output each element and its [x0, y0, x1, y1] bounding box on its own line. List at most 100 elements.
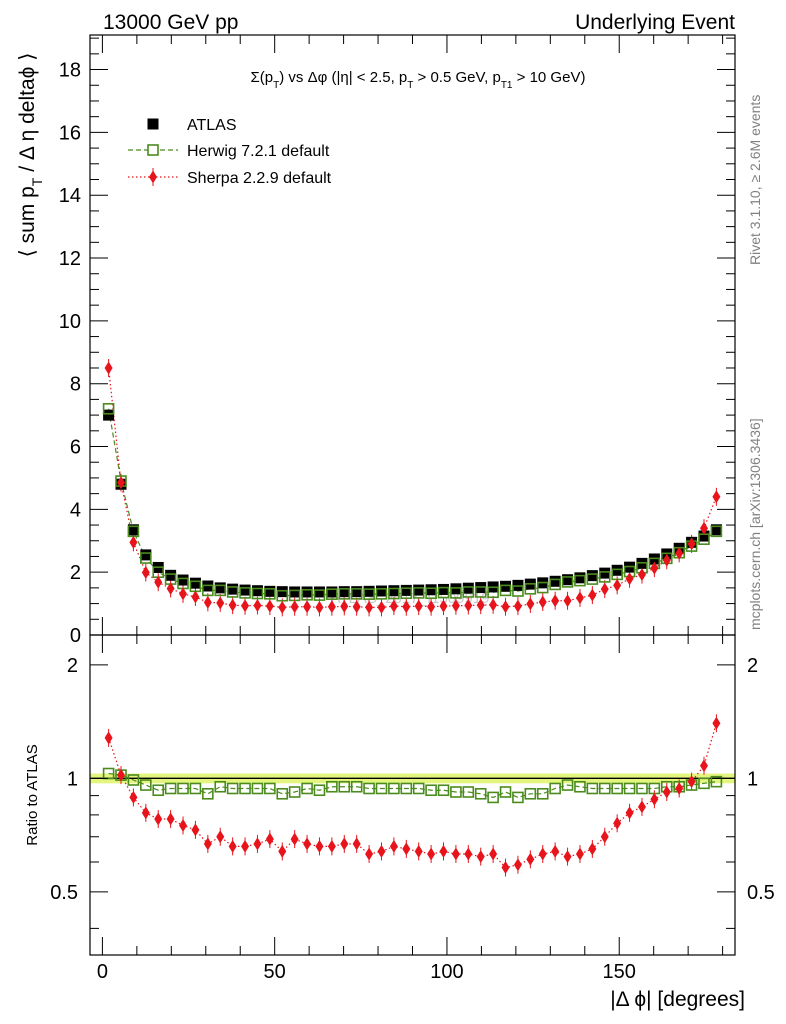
sherpa-ratio-point: [575, 847, 584, 861]
herwig-ratio-point: [611, 782, 623, 795]
sherpa-point: [117, 476, 126, 490]
sherpa-point: [675, 546, 684, 560]
atlas-point: [710, 524, 722, 536]
sherpa-point: [662, 553, 671, 567]
herwig-point: [710, 525, 723, 538]
herwig-point: [462, 586, 475, 598]
sherpa-ratio-point: [551, 844, 560, 858]
herwig-point: [574, 574, 586, 587]
sherpa-point: [563, 594, 572, 608]
legend-entry-label: Herwig 7.2.1 default: [187, 143, 330, 160]
y-tick-label: 2: [70, 562, 81, 584]
herwig-ratio-point: [202, 787, 214, 800]
sherpa-ratio-point: [265, 832, 274, 846]
herwig-ratio-point: [698, 777, 710, 790]
atlas-point: [599, 567, 611, 579]
title-part: > 0.5 GeV, p: [413, 69, 500, 86]
sherpa-point: [538, 595, 547, 609]
sherpa-point: [501, 600, 510, 614]
sherpa-ratio-point: [513, 858, 522, 872]
ratio-y-axis: 0.5 0.5 1 1 2 2: [50, 655, 775, 929]
sherpa-ratio-point: [340, 837, 349, 851]
sherpa-point: [104, 361, 113, 375]
sherpa-ratio-point: [600, 830, 609, 844]
title-part: ) vs Δφ (|η| < 2.5, p: [279, 69, 407, 86]
sherpa-ratio-point: [588, 842, 597, 856]
sherpa-point: [402, 600, 411, 614]
ratio-y-tick-label: 2: [67, 655, 78, 677]
ratio-y-tick-label: 1: [67, 768, 78, 790]
sherpa-ratio-point: [489, 847, 498, 861]
atlas-point: [413, 584, 425, 596]
herwig-ratio-point: [536, 787, 549, 800]
herwig-ratio-point: [623, 782, 636, 795]
legend-entry-label: Sherpa 2.2.9 default: [187, 170, 332, 187]
header-right: Underlying Event: [575, 11, 735, 34]
herwig-point: [301, 588, 313, 601]
sherpa-ratio-point: [637, 800, 646, 814]
sherpa-point: [687, 537, 696, 551]
herwig-point: [437, 586, 450, 599]
sherpa-point: [303, 600, 312, 614]
herwig-point: [549, 578, 561, 591]
sherpa-ratio-point: [439, 844, 448, 858]
herwig-ratio-point: [363, 782, 375, 795]
atlas-point: [462, 582, 474, 594]
sherpa-point: [129, 535, 138, 549]
herwig-point: [375, 588, 388, 600]
legend-atlas-marker: [147, 118, 159, 130]
atlas-point: [562, 574, 574, 586]
x-tick-label: 0: [97, 961, 108, 983]
sherpa-point: [389, 599, 398, 613]
sherpa-ratio-point: [253, 837, 262, 851]
sherpa-point: [551, 594, 560, 608]
herwig-ratio-point: [400, 782, 413, 795]
y-tick-label: 16: [59, 122, 81, 144]
herwig-point: [524, 583, 537, 595]
ratio-y-tick-label-right: 0.5: [747, 882, 775, 904]
sherpa-point: [575, 591, 584, 605]
herwig-point: [598, 571, 611, 583]
herwig-ratio-point: [239, 782, 251, 795]
sherpa-point: [625, 572, 634, 586]
sherpa-point: [513, 599, 522, 613]
sherpa-ratio-point: [179, 818, 188, 832]
atlas-point: [326, 586, 338, 598]
title-part: T1: [501, 80, 513, 91]
herwig-ratio-point: [474, 787, 487, 800]
ylabel-part: T: [29, 177, 45, 186]
herwig-ratio-point: [264, 782, 276, 795]
herwig-ratio-point: [487, 791, 499, 804]
sherpa-point: [166, 582, 175, 596]
ratio-frame: [89, 634, 736, 956]
herwig-ratio-point: [586, 782, 599, 795]
atlas-point: [586, 570, 598, 582]
herwig-point: [487, 586, 499, 599]
herwig-point: [264, 588, 276, 600]
sherpa-ratio-point: [414, 844, 423, 858]
sherpa-point: [278, 600, 287, 614]
title-part: T: [273, 80, 279, 91]
sherpa-point: [154, 575, 163, 589]
sherpa-point: [637, 568, 646, 582]
herwig-ratio-point: [326, 780, 338, 793]
herwig-ratio-point: [462, 786, 475, 798]
y-tick-label: 18: [59, 60, 81, 82]
herwig-ratio-point: [164, 782, 177, 795]
sherpa-point: [650, 561, 659, 575]
atlas-point: [388, 585, 400, 597]
y-tick-label: 6: [70, 437, 81, 459]
sherpa-ratio-point: [464, 847, 473, 861]
herwig-ratio-point: [288, 786, 301, 798]
herwig-point: [140, 552, 152, 564]
atlas-point: [313, 586, 325, 598]
atlas-point: [103, 409, 115, 421]
title-part: > 10 GeV): [512, 69, 585, 86]
herwig-ratio-point: [177, 782, 189, 795]
herwig-ratio-point: [152, 784, 165, 797]
header-left: 13000 GeV pp: [103, 11, 238, 34]
sherpa-ratio-point: [476, 850, 485, 864]
y-tick-label: 4: [70, 499, 81, 521]
herwig-ratio-point: [140, 779, 152, 791]
